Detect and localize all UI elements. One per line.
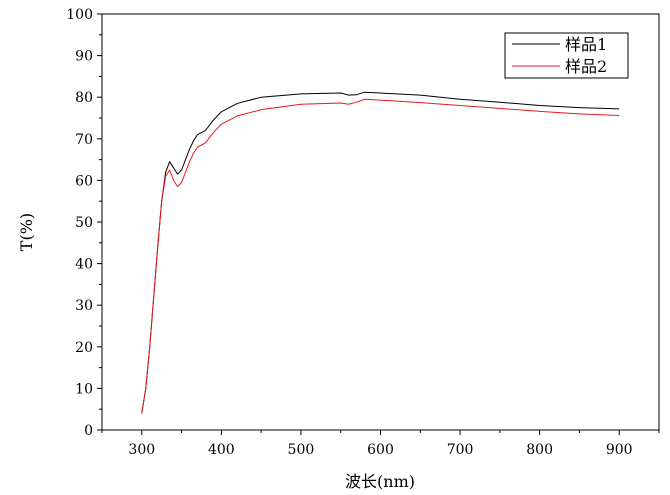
legend-label-2: 样品2	[565, 57, 607, 76]
x-axis-title: 波长(nm)	[345, 472, 415, 491]
y-tick-label: 80	[75, 90, 93, 106]
y-tick-label: 100	[66, 7, 93, 23]
y-tick-label: 20	[75, 340, 93, 356]
x-tick-label: 800	[526, 442, 553, 458]
y-tick-label: 30	[75, 298, 93, 314]
series-layer	[141, 91, 620, 414]
y-axis-title: T(%)	[17, 213, 36, 251]
x-tick-label: 300	[128, 442, 155, 458]
axis-ticks: 300 400 500 600 700 800 900 0 10 20 30 40 50 60 70 80 90…	[66, 7, 660, 458]
y-tick-label: 40	[75, 257, 93, 273]
y-tick-label: 0	[84, 423, 93, 439]
legend-box	[504, 32, 629, 79]
legend: 样品1 样品2	[504, 32, 629, 79]
y-tick-label: 50	[75, 215, 93, 231]
y-tick-label: 60	[75, 173, 93, 189]
x-tick-label: 900	[606, 442, 633, 458]
y-tick-label: 10	[75, 381, 93, 397]
series-line-1	[141, 91, 620, 414]
x-tick-label: 600	[367, 442, 394, 458]
x-tick-label: 400	[208, 442, 235, 458]
x-tick-label: 500	[288, 442, 315, 458]
y-tick-label: 90	[75, 49, 93, 65]
x-tick-label: 700	[447, 442, 474, 458]
series-line-2	[141, 98, 620, 414]
legend-label-1: 样品1	[565, 35, 607, 54]
y-tick-label: 70	[75, 132, 93, 148]
